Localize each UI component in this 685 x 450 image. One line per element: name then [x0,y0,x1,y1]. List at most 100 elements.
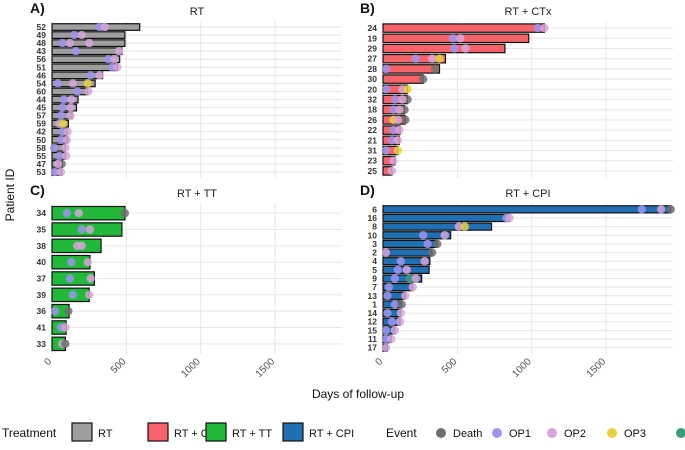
y-tick-label: 12 [368,317,378,327]
event-point [393,136,403,145]
y-tick-label: 42 [37,127,47,137]
event-point [402,265,411,275]
event-point [86,274,95,283]
event-point [62,208,72,218]
event-point [58,38,67,48]
event-point [77,30,86,40]
event-point [381,64,391,74]
y-tick-label: 9 [372,274,377,284]
bar [382,74,424,84]
y-tick-label: 50 [37,135,47,145]
event-point [393,146,403,155]
event-point [53,159,63,169]
x-tick-label: 1500 [254,356,278,380]
event-point [666,205,675,214]
y-tick-label: 31 [368,146,378,156]
event-point [460,222,469,231]
legend-label: OP2 [564,428,586,440]
y-tick-label: 40 [37,257,47,267]
panels: A) RT524948435651465460444557594250585547… [30,0,675,380]
bar [382,43,506,54]
event-point [381,248,391,257]
event-point [383,308,392,318]
legend-key [205,422,227,442]
event-point [390,326,400,335]
bar [51,31,126,39]
legend-label: OP1 [509,428,531,440]
event-point [66,111,75,120]
event-point [50,143,59,153]
panel-2: C) RT + TT 34 35 38 40 37 39 36 41 33 0 500 1000 1500 [30,182,342,380]
event-point [456,34,465,43]
panel-0: A) RT 524948435651465460444557594250585547… [30,0,342,178]
x-tick-label: 500 [440,356,460,376]
x-tick-label: 0 [373,356,385,368]
event-point [461,44,470,53]
event-point [396,308,406,318]
y-tick-label: 45 [37,103,47,113]
legend-key [676,428,685,438]
y-tick-label: 25 [368,166,378,176]
event-point [70,30,79,40]
event-point [411,54,420,63]
event-point [423,239,432,249]
bar [51,55,121,64]
event-point [381,85,391,94]
event-point [656,205,666,214]
y-tick-label: 14 [368,308,378,318]
y-tick-label: 56 [37,54,47,64]
event-point [637,205,646,214]
legend-key [436,428,446,438]
y-tick-label: 3 [372,239,377,249]
event-point [381,146,391,155]
legend-label: OP3 [624,428,646,440]
event-point [387,317,397,326]
y-tick-label: 34 [37,208,47,218]
y-tick-label: 44 [37,95,47,105]
y-tick-label: 49 [37,30,47,40]
event-point [387,166,397,176]
event-point [393,115,403,125]
y-tick-label: 7 [372,282,377,292]
y-tick-label: 18 [368,105,378,115]
y-tick-label: 59 [37,119,47,129]
y-tick-label: 15 [368,325,378,335]
event-point [389,125,398,135]
event-point [390,95,400,104]
legend-label: RT + TT [232,428,272,440]
y-tick-label: 35 [37,225,47,235]
legend: Treatment RT RT + CTx RT + TT RT + CPI Event D… [2,422,685,442]
event-point [58,119,68,128]
event-point [61,151,71,161]
event-point [411,274,420,283]
y-tick-label: 10 [368,230,378,240]
y-tick-label: 43 [37,46,47,56]
event-point [58,103,67,112]
event-point [65,274,75,283]
legend-key [492,428,502,438]
event-point [56,135,66,144]
event-point [110,55,119,64]
x-tick-label: 1500 [585,356,609,380]
event-point [440,231,449,240]
bar [382,222,493,231]
event-point [56,111,66,120]
legend-key [282,422,304,442]
event-point [505,213,514,223]
bar [51,87,89,96]
event-point [435,54,444,63]
bar [382,274,423,283]
event-point [393,265,403,275]
event-point [420,257,429,266]
event-point [83,79,92,88]
y-tick-label: 41 [37,323,47,333]
event-point [67,257,76,267]
event-point [66,103,75,112]
event-point [387,136,397,145]
y-tick-label: 16 [368,213,378,223]
panel-title: RT + CTx [505,6,552,18]
y-tick-label: 36 [37,306,47,316]
y-tick-label: 32 [368,95,378,105]
y-tick-label: 53 [37,167,47,177]
